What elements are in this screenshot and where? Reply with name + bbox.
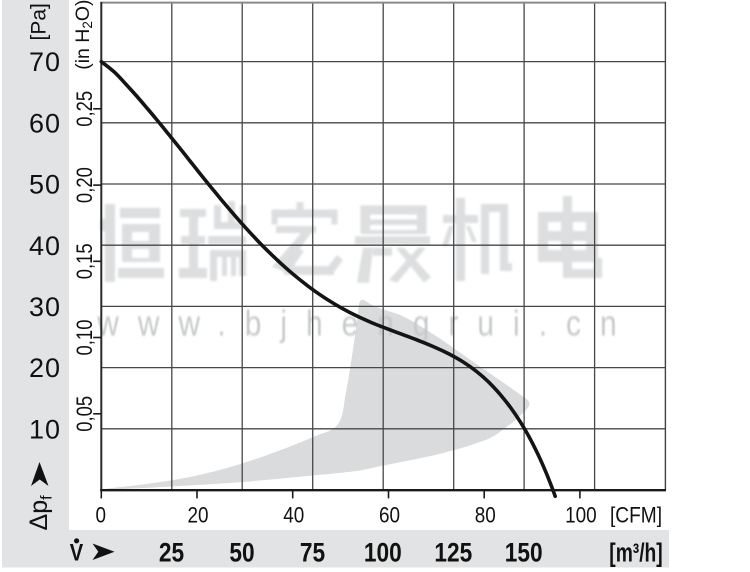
svg-text:70: 70 [29, 47, 61, 77]
svg-text:0,25: 0,25 [74, 91, 98, 127]
svg-text:0: 0 [95, 503, 106, 528]
svg-text:[CFM]: [CFM] [610, 503, 662, 528]
svg-text:100: 100 [565, 503, 597, 528]
svg-text:[m³/h]: [m³/h] [609, 538, 662, 568]
svg-text:75: 75 [300, 538, 325, 568]
svg-text:20: 20 [29, 353, 61, 383]
svg-text:80: 80 [475, 503, 496, 528]
svg-text:30: 30 [29, 292, 61, 322]
svg-text:50: 50 [29, 170, 61, 200]
svg-text:50: 50 [229, 538, 254, 568]
svg-text:(in H2O): (in H2O) [72, 0, 95, 70]
svg-text:Δpf: Δpf [25, 495, 56, 531]
svg-text:125: 125 [434, 538, 472, 568]
svg-text:60: 60 [29, 108, 61, 138]
svg-text:www.bjhengrui.cn: www.bjhengrui.cn [96, 304, 635, 344]
svg-text:150: 150 [505, 538, 543, 568]
svg-text:0,05: 0,05 [74, 396, 98, 432]
svg-text:V: V [70, 539, 84, 566]
svg-text:60: 60 [379, 503, 400, 528]
svg-text:0,20: 0,20 [74, 167, 98, 203]
svg-text:0,15: 0,15 [74, 243, 98, 279]
svg-text:0,10: 0,10 [74, 320, 98, 356]
svg-text:10: 10 [29, 414, 61, 444]
svg-text:40: 40 [283, 503, 304, 528]
svg-text:25: 25 [159, 538, 184, 568]
svg-text:[Pa]: [Pa] [28, 3, 51, 40]
svg-text:40: 40 [29, 231, 61, 261]
svg-text:20: 20 [187, 503, 208, 528]
svg-text:100: 100 [364, 538, 402, 568]
